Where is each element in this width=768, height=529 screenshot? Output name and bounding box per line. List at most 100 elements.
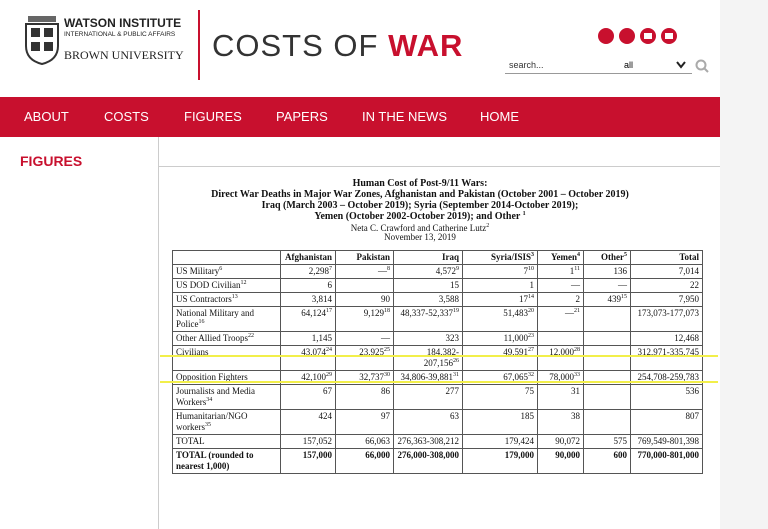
logo-text: WATSON INSTITUTE — [64, 16, 182, 30]
cell: 23,92525 — [335, 345, 394, 371]
text: 12,000 — [549, 347, 574, 357]
text: 312,971-335,745 — [637, 347, 700, 357]
footnote-ref: 5 — [624, 252, 627, 258]
nav-item[interactable]: HOME — [480, 109, 519, 124]
text: Journalists and Media Workers — [176, 386, 255, 407]
column-header — [172, 250, 281, 265]
row-label: Journalists and Media Workers34 — [172, 384, 281, 410]
logo-text: INTERNATIONAL & PUBLIC AFFAIRS — [64, 31, 176, 38]
footnote-ref: 23 — [528, 333, 534, 339]
text: 48,337-52,337 — [400, 308, 454, 318]
row-label: Other Allied Troops22 — [172, 331, 281, 346]
table-row: TOTAL (rounded to nearest 1,000) 157,000 6… — [172, 448, 703, 474]
cell: 173,073-177,073 — [630, 306, 703, 332]
search-input[interactable]: search... — [505, 57, 621, 74]
text: 9,129 — [363, 308, 384, 318]
text: 179,424 — [504, 436, 534, 446]
text: 67 — [323, 386, 332, 396]
site-title[interactable]: COSTS OF WAR — [212, 28, 463, 64]
cell: 424 — [280, 409, 336, 435]
footnote-ref: 27 — [528, 347, 534, 353]
text: US DOD Civilian — [176, 280, 241, 290]
sidebar-heading: FIGURES — [20, 153, 83, 169]
nav-item[interactable]: ABOUT — [24, 109, 69, 124]
footnote-ref: 7 — [329, 266, 332, 272]
nav-item[interactable]: COSTS — [104, 109, 149, 124]
text: 17 — [519, 294, 528, 304]
table-row: US Military6 2,2987 —8 4,5729 710 111 136 7,014 — [172, 264, 703, 279]
figure-title: Iraq (March 2003 – October 2019); Syria … — [160, 200, 680, 211]
text: 424 — [318, 411, 333, 421]
cell: 22 — [630, 278, 703, 293]
text: 173,073-177,073 — [637, 308, 700, 318]
text: 536 — [685, 386, 700, 396]
text: 6 — [327, 280, 333, 290]
text: 1 — [569, 266, 575, 276]
footnote-ref: 20 — [528, 308, 534, 314]
text: TOTAL — [176, 436, 205, 446]
side-strip — [720, 0, 768, 529]
nav-item[interactable]: PAPERS — [276, 109, 328, 124]
footnote-ref: 19 — [453, 308, 459, 314]
text: 807 — [685, 411, 700, 421]
footnote-ref: 10 — [528, 266, 534, 272]
column-header: Pakistan — [335, 250, 394, 265]
cell — [537, 331, 584, 346]
twitter-icon[interactable] — [619, 28, 635, 44]
text: 184,382-207,156 — [423, 347, 459, 368]
text: National Military and Police — [176, 308, 254, 329]
footnote-ref: 29 — [326, 372, 332, 378]
column-header: Afghanistan — [280, 250, 336, 265]
text: Iraq (March 2003 – October 2019); Syria … — [261, 200, 579, 211]
footnote-ref: 8 — [387, 266, 390, 272]
footnote-ref: 1 — [522, 211, 526, 217]
text: 3,588 — [438, 294, 459, 304]
text: 323 — [445, 333, 460, 343]
facebook-icon[interactable] — [598, 28, 614, 44]
date: November 13, 2019 — [384, 232, 456, 242]
text: 769,549-801,398 — [637, 436, 700, 446]
text: 11,000 — [503, 333, 528, 343]
footnote-ref: 32 — [528, 372, 534, 378]
footnote-ref: 15 — [621, 294, 627, 300]
cell: 75 — [462, 384, 538, 410]
cell: 11,00023 — [462, 331, 538, 346]
cell: 710 — [462, 264, 538, 279]
text: 179,000 — [504, 450, 534, 460]
text: 276,000-308,000 — [397, 450, 460, 460]
text: 7,014 — [678, 266, 699, 276]
cell: 312,971-335,745 — [630, 345, 703, 371]
text: US Contractors — [176, 294, 232, 304]
cell: 179,424 — [462, 434, 538, 449]
text: Yemen — [551, 252, 577, 262]
cell: 185 — [462, 409, 538, 435]
cell — [583, 409, 631, 435]
nav-item[interactable]: FIGURES — [184, 109, 242, 124]
text: 276,363-308,212 — [397, 436, 460, 446]
nav-item[interactable]: IN THE NEWS — [362, 109, 447, 124]
text: 51,483 — [503, 308, 528, 318]
site-title-part: WAR — [388, 28, 464, 63]
social-icons — [598, 28, 677, 44]
cell: 66,000 — [335, 448, 394, 474]
text: 90 — [381, 294, 390, 304]
row-label: TOTAL (rounded to nearest 1,000) — [172, 448, 281, 474]
cell: 12,00028 — [537, 345, 584, 371]
text: 136 — [613, 266, 628, 276]
text: Civilians — [176, 347, 209, 357]
search-button[interactable] — [694, 58, 710, 74]
cell: 157,052 — [280, 434, 336, 449]
search-scope[interactable]: all — [620, 57, 692, 74]
text: 42,100 — [301, 372, 326, 382]
cell: 66,063 — [335, 434, 394, 449]
text: 22 — [690, 280, 699, 290]
text: 2,298 — [308, 266, 329, 276]
cell: 90,000 — [537, 448, 584, 474]
cell: 770,000-801,000 — [630, 448, 703, 474]
cell: 51,48320 — [462, 306, 538, 332]
divider — [198, 10, 200, 80]
cell: 157,000 — [280, 448, 336, 474]
footnote-ref: 12 — [240, 280, 247, 286]
text: 63 — [450, 411, 459, 421]
footnote-ref: 33 — [574, 372, 580, 378]
